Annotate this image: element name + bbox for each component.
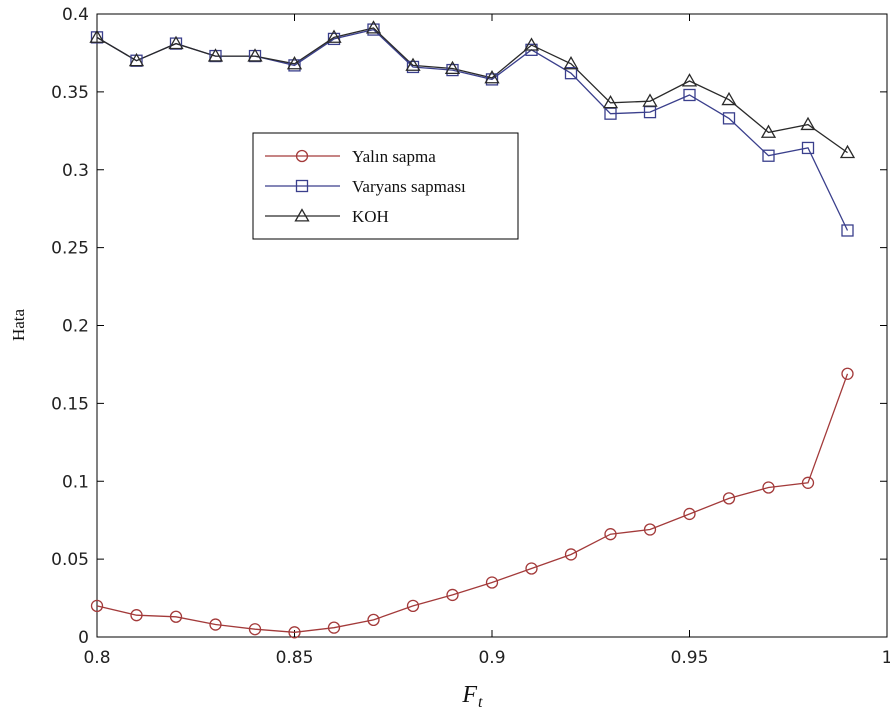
legend-label: Varyans sapması: [352, 177, 466, 196]
series-line-1: [96, 373, 849, 633]
data-point-square: [446, 63, 459, 77]
y-tick-label: 0.35: [51, 83, 89, 103]
x-axis-title: F: [461, 682, 477, 708]
x-tick-label: 1: [882, 648, 890, 668]
data-point-triangle: [207, 48, 224, 62]
data-point-square: [406, 60, 420, 74]
x-tick-label: 0.95: [671, 648, 709, 668]
axis-ticks: 0.8 0.85 0.9 0.95 1 0 0.05 0.1 0.15 0.2 0.25 0.3 0.3…: [51, 5, 890, 668]
data-point-circle: [722, 492, 736, 505]
series-lines: [96, 27, 849, 633]
data-point-circle: [841, 367, 854, 380]
legend-marker-square: [295, 179, 309, 193]
data-point-triangle: [721, 91, 737, 106]
data-point-triangle: [444, 60, 461, 75]
data-point-circle: [248, 623, 262, 636]
data-point-triangle: [760, 124, 777, 138]
data-point-square: [288, 59, 301, 72]
data-point-square: [327, 32, 341, 46]
y-tick-label: 0.1: [62, 472, 89, 492]
data-point-square: [564, 67, 578, 80]
data-point-triangle: [326, 29, 342, 43]
data-point-circle: [90, 599, 104, 612]
data-point-square: [722, 112, 736, 125]
data-point-triangle: [168, 35, 184, 50]
y-tick-label: 0.05: [51, 550, 89, 570]
x-tick-label: 0.85: [276, 648, 314, 668]
data-point-circle: [367, 613, 380, 627]
data-point-triangle: [365, 20, 382, 34]
y-tick-label: 0: [78, 628, 89, 648]
legend-label: KOH: [352, 207, 389, 226]
data-point-triangle: [128, 52, 145, 67]
data-point-triangle: [642, 93, 658, 107]
data-point-circle: [643, 523, 657, 536]
data-point-triangle: [405, 57, 421, 71]
legend: Yalın sapma Varyans sapması KOH: [252, 132, 519, 240]
data-point-circle: [130, 609, 143, 622]
data-point-square: [841, 224, 854, 237]
data-point-square: [485, 73, 499, 86]
data-point-circle: [485, 576, 499, 589]
x-axis-title-subscript: t: [478, 694, 483, 711]
data-point-triangle: [523, 37, 540, 51]
data-point-circle: [169, 610, 183, 623]
data-point-circle: [604, 528, 617, 541]
y-tick-label: 0.2: [62, 317, 89, 337]
data-point-circle: [564, 548, 578, 561]
data-point-triangle: [839, 144, 856, 159]
data-point-circle: [406, 599, 420, 612]
data-point-triangle: [247, 48, 263, 62]
legend-marker-triangle: [294, 208, 310, 222]
x-tick-label: 0.8: [83, 648, 110, 668]
data-point-square: [683, 88, 696, 102]
data-point-circle: [762, 481, 775, 494]
data-point-circle: [209, 618, 222, 631]
legend-marker-circle: [295, 149, 309, 163]
series-line-3: [96, 27, 848, 154]
data-point-triangle: [286, 56, 303, 70]
y-tick-label: 0.4: [62, 5, 89, 25]
y-tick-label: 0.3: [62, 161, 89, 181]
y-axis-title: Hata: [9, 309, 28, 342]
data-point-square: [801, 141, 815, 155]
x-tick-label: 0.9: [478, 648, 505, 668]
data-point-circle: [446, 588, 459, 602]
legend-label: Yalın sapma: [352, 147, 436, 166]
data-point-triangle: [800, 116, 816, 131]
data-point-circle: [801, 476, 815, 489]
data-point-circle: [288, 626, 301, 639]
data-point-triangle: [602, 94, 619, 109]
y-tick-label: 0.25: [51, 239, 89, 259]
data-point-triangle: [484, 70, 500, 84]
data-point-triangle: [563, 56, 579, 70]
series-markers: [89, 20, 856, 639]
data-point-square: [367, 23, 380, 36]
data-point-square: [762, 149, 775, 162]
data-point-circle: [327, 621, 341, 634]
data-point-triangle: [89, 29, 105, 43]
data-point-circle: [525, 562, 538, 575]
plot-area: [96, 13, 888, 638]
y-tick-label: 0.15: [51, 394, 89, 414]
data-point-circle: [683, 507, 696, 521]
data-point-triangle: [681, 73, 698, 87]
